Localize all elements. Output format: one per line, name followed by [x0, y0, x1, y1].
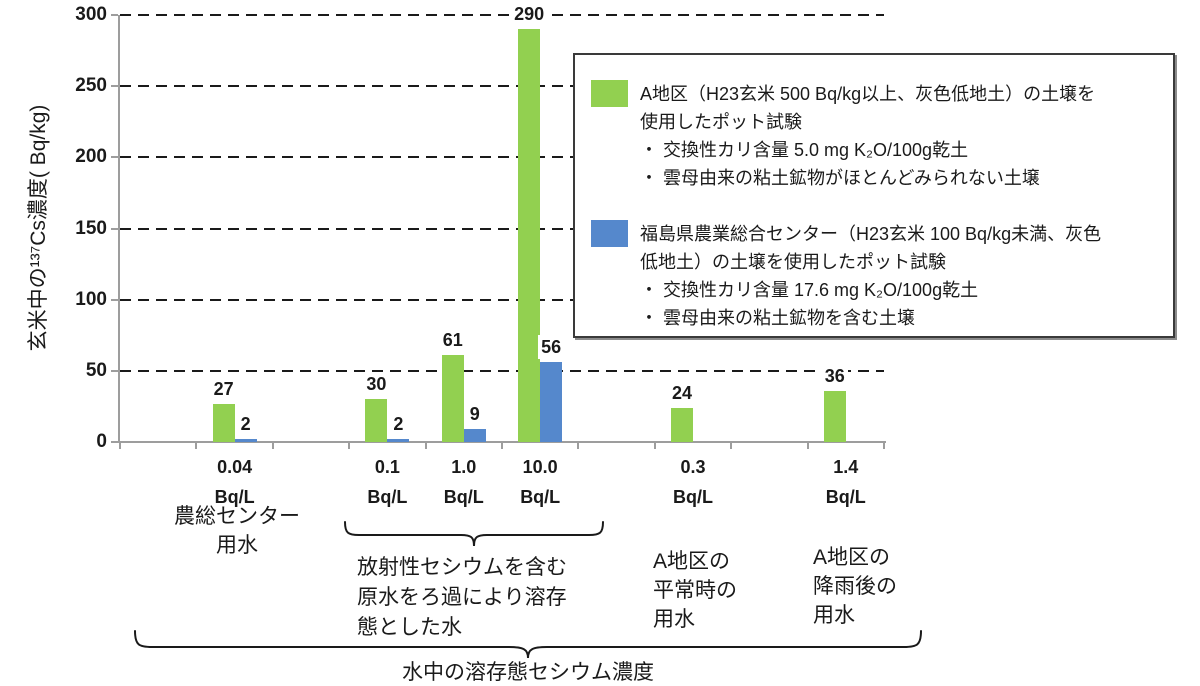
gridline — [120, 85, 884, 88]
x-axis-line — [118, 441, 886, 443]
group-label-a-district-normal: A地区の 平常時の 用水 — [653, 550, 737, 631]
value-label: 290 — [511, 2, 548, 27]
x-tick-label: 0.3 Bq/L — [673, 457, 713, 507]
bar-blue — [540, 362, 563, 442]
y-tick-label: 200 — [75, 146, 107, 168]
x-tick-label: 1.4 Bq/L — [825, 457, 866, 507]
group-label-nosoh-center-water: 農総センター 用水 — [174, 505, 300, 557]
bar-green — [212, 403, 235, 442]
bar-blue — [463, 429, 486, 442]
y-tick-mark — [111, 156, 118, 159]
x-axis-group-title: 水中の溶存態セシウム濃度 — [402, 661, 654, 684]
bar-green — [518, 29, 541, 442]
x-tick-mark — [653, 443, 656, 449]
x-tick-label: 0.1 Bq/L — [367, 457, 408, 507]
bar-blue — [234, 439, 257, 442]
y-tick-label: 50 — [85, 359, 107, 381]
gridline — [120, 156, 884, 159]
bar-green — [823, 390, 846, 442]
x-tick-mark — [883, 443, 885, 449]
x-tick-mark — [195, 443, 198, 449]
brace-filtered-water-group — [344, 521, 604, 547]
legend: A地区（H23玄米 500 Bq/kg以上、灰色低地土）の土壌を 使用したポット… — [573, 53, 1175, 338]
y-tick-label: 250 — [75, 75, 107, 97]
x-tick-mark — [730, 443, 733, 449]
y-tick-mark — [111, 441, 118, 443]
x-tick-mark — [348, 443, 351, 449]
y-tick-mark — [111, 85, 118, 88]
gridline — [120, 369, 884, 372]
legend-swatch-blue — [591, 220, 628, 247]
legend-label: 低地土）の土壌を使用したポット試験 — [640, 252, 946, 272]
group-label-a-district-after-rain: A地区の 降雨後の 用水 — [813, 546, 897, 627]
value-label: 2 — [390, 412, 407, 437]
x-tick-label: 1.0 Bq/L — [443, 457, 484, 507]
legend-swatch-green — [591, 80, 628, 107]
x-tick-mark — [577, 443, 580, 449]
group-label-filtered-water: 放射性セシウムを含む 原水をろ過により溶存 態とした水 — [357, 556, 567, 639]
legend-label: ・ 雲母由来の粘土鉱物を含む土壌 — [640, 308, 915, 328]
legend-label: 福島県農業総合センター（H23玄米 100 Bq/kg未満、灰色 — [640, 224, 1102, 244]
value-label: 9 — [466, 402, 483, 427]
y-tick-label: 100 — [75, 288, 107, 310]
x-tick-label: 10.0 Bq/L — [520, 457, 561, 507]
x-tick-mark — [501, 443, 503, 449]
legend-label: ・ 交換性カリ含量 17.6 mg K₂O/100g乾土 — [640, 280, 979, 300]
x-tick-mark — [806, 443, 809, 449]
legend-label: 使用したポット試験 — [640, 112, 802, 132]
y-tick-label: 300 — [75, 4, 107, 25]
value-label: 24 — [668, 380, 696, 405]
legend-label: ・ 交換性カリ含量 5.0 mg K₂O/100g乾土 — [640, 140, 969, 160]
value-label: 56 — [538, 335, 565, 360]
y-tick-mark — [111, 298, 118, 301]
y-axis-line — [118, 15, 120, 443]
y-tick-mark — [111, 14, 118, 16]
x-tick-mark — [271, 443, 274, 449]
value-label: 61 — [439, 328, 466, 353]
bar-green — [671, 407, 693, 442]
gridline — [120, 14, 884, 16]
x-tick-mark — [424, 443, 427, 449]
value-label: 2 — [237, 412, 254, 437]
gridline — [120, 298, 884, 301]
y-axis-title: 玄米中の¹³⁷Cs濃度( Bq/kg) — [27, 104, 50, 352]
y-tick-label: 150 — [75, 217, 107, 239]
value-label: 30 — [363, 372, 390, 397]
y-tick-mark — [111, 227, 118, 230]
value-label: 36 — [821, 363, 848, 388]
y-tick-mark — [111, 369, 118, 372]
legend-label: A地区（H23玄米 500 Bq/kg以上、灰色低地土）の土壌を — [640, 84, 1096, 104]
bar-blue — [387, 439, 410, 442]
legend-entry-a-district: A地区（H23玄米 500 Bq/kg以上、灰色低地土）の土壌を 使用したポット… — [591, 80, 1159, 192]
value-label: 27 — [210, 376, 237, 401]
gridline — [120, 227, 884, 230]
bar-green — [441, 355, 464, 442]
legend-label: ・ 雲母由来の粘土鉱物がほとんどみられない土壌 — [640, 168, 1040, 188]
x-tick-label: 0.04 Bq/L — [214, 457, 255, 507]
bar-green — [365, 399, 388, 442]
brace-dissolved-cesium-concentration — [134, 630, 922, 659]
x-tick-mark — [119, 443, 121, 449]
y-tick-label: 0 — [96, 431, 107, 452]
legend-entry-fukushima-center: 福島県農業総合センター（H23玄米 100 Bq/kg未満、灰色 低地土）の土壌… — [591, 220, 1159, 332]
